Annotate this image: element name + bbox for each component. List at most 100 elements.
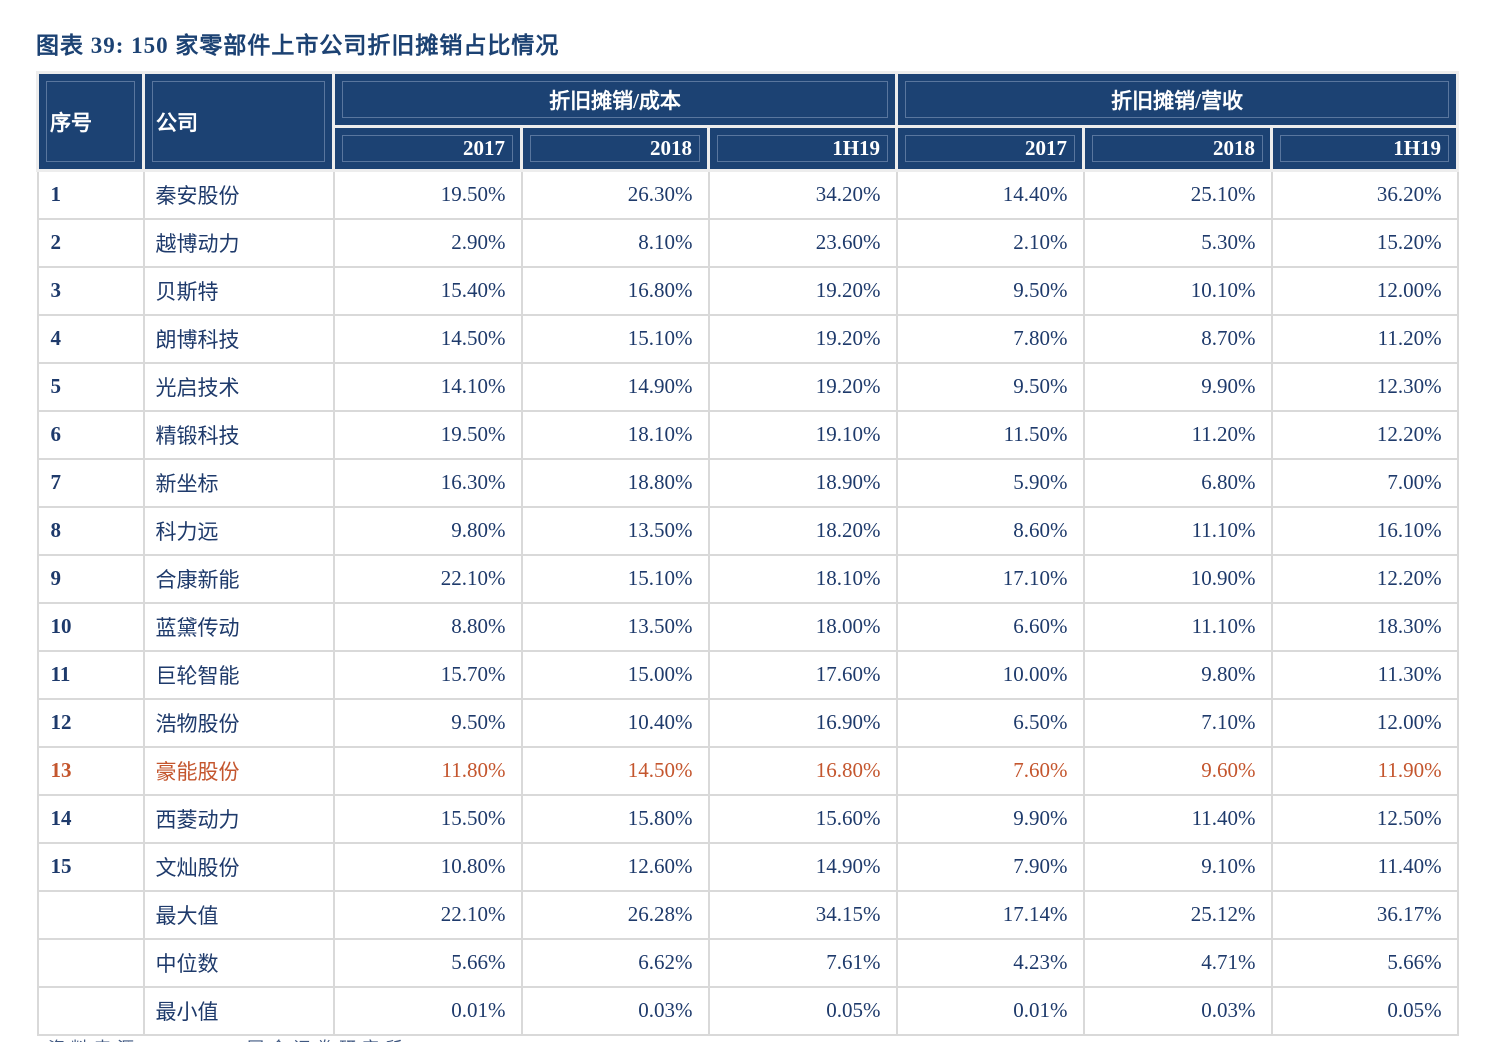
value-cell: 7.60% bbox=[895, 745, 1085, 796]
value-cell: 18.30% bbox=[1270, 601, 1459, 652]
header-company: 公司 bbox=[142, 71, 335, 172]
row-index-cell: 5 bbox=[36, 361, 145, 412]
table-row: 11 巨轮智能 15.70% 15.00% 17.60% 10.00% 9.80… bbox=[36, 649, 1459, 700]
value-cell: 11.50% bbox=[895, 409, 1085, 460]
value-cell: 12.20% bbox=[1270, 553, 1459, 604]
table-row: 12 浩物股份 9.50% 10.40% 16.90% 6.50% 7.10% … bbox=[36, 697, 1459, 748]
value-cell: 0.01% bbox=[895, 985, 1085, 1036]
value-cell: 8.60% bbox=[895, 505, 1085, 556]
value-cell: 12.30% bbox=[1270, 361, 1459, 412]
row-index-cell bbox=[36, 937, 145, 988]
value-cell: 4.71% bbox=[1082, 937, 1273, 988]
value-cell: 7.61% bbox=[707, 937, 898, 988]
value-cell: 13.50% bbox=[520, 505, 710, 556]
figure-title: 图表 39: 150 家零部件上市公司折旧摊销占比情况 bbox=[36, 33, 560, 58]
company-cell: 文灿股份 bbox=[142, 841, 335, 892]
value-cell: 15.40% bbox=[332, 265, 523, 316]
value-cell: 9.90% bbox=[1082, 361, 1273, 412]
value-cell: 9.50% bbox=[332, 697, 523, 748]
header-year-rev-2017: 2017 bbox=[895, 125, 1086, 172]
value-cell: 18.00% bbox=[707, 601, 898, 652]
value-cell: 5.30% bbox=[1082, 217, 1273, 268]
header-year-cost-2017: 2017 bbox=[332, 125, 523, 172]
value-cell: 6.62% bbox=[520, 937, 710, 988]
value-cell: 17.60% bbox=[707, 649, 898, 700]
table-row: 1 秦安股份 19.50% 26.30% 34.20% 14.40% 25.10… bbox=[36, 169, 1459, 220]
value-cell: 19.50% bbox=[332, 409, 523, 460]
table-row: 3 贝斯特 15.40% 16.80% 19.20% 9.50% 10.10% … bbox=[36, 265, 1459, 316]
value-cell: 7.80% bbox=[895, 313, 1085, 364]
value-cell: 9.60% bbox=[1082, 745, 1273, 796]
value-cell: 18.90% bbox=[707, 457, 898, 508]
table-row: 6 精锻科技 19.50% 18.10% 19.10% 11.50% 11.20… bbox=[36, 409, 1459, 460]
value-cell: 15.60% bbox=[707, 793, 898, 844]
company-cell: 蓝黛传动 bbox=[142, 601, 335, 652]
company-cell: 贝斯特 bbox=[142, 265, 335, 316]
value-cell: 19.20% bbox=[707, 361, 898, 412]
company-cell: 豪能股份 bbox=[142, 745, 335, 796]
value-cell: 12.20% bbox=[1270, 409, 1459, 460]
value-cell: 10.40% bbox=[520, 697, 710, 748]
value-cell: 10.10% bbox=[1082, 265, 1273, 316]
table-row: 5 光启技术 14.10% 14.90% 19.20% 9.50% 9.90% … bbox=[36, 361, 1459, 412]
value-cell: 11.20% bbox=[1270, 313, 1459, 364]
value-cell: 15.20% bbox=[1270, 217, 1459, 268]
row-index-cell: 3 bbox=[36, 265, 145, 316]
value-cell: 4.23% bbox=[895, 937, 1085, 988]
row-index-cell: 13 bbox=[36, 745, 145, 796]
value-cell: 11.40% bbox=[1082, 793, 1273, 844]
company-cell: 秦安股份 bbox=[142, 169, 335, 220]
value-cell: 14.50% bbox=[520, 745, 710, 796]
value-cell: 8.70% bbox=[1082, 313, 1273, 364]
value-cell: 0.05% bbox=[1270, 985, 1459, 1036]
table-row: 2 越博动力 2.90% 8.10% 23.60% 2.10% 5.30% 15… bbox=[36, 217, 1459, 268]
value-cell: 11.20% bbox=[1082, 409, 1273, 460]
company-cell: 新坐标 bbox=[142, 457, 335, 508]
value-cell: 23.60% bbox=[707, 217, 898, 268]
value-cell: 34.15% bbox=[707, 889, 898, 940]
value-cell: 17.14% bbox=[895, 889, 1085, 940]
value-cell: 15.10% bbox=[520, 553, 710, 604]
value-cell: 15.70% bbox=[332, 649, 523, 700]
company-cell: 最大值 bbox=[142, 889, 335, 940]
value-cell: 18.10% bbox=[707, 553, 898, 604]
value-cell: 10.00% bbox=[895, 649, 1085, 700]
row-index-cell: 4 bbox=[36, 313, 145, 364]
value-cell: 18.20% bbox=[707, 505, 898, 556]
value-cell: 0.03% bbox=[520, 985, 710, 1036]
value-cell: 26.30% bbox=[520, 169, 710, 220]
value-cell: 15.00% bbox=[520, 649, 710, 700]
value-cell: 0.01% bbox=[332, 985, 523, 1036]
value-cell: 18.10% bbox=[520, 409, 710, 460]
source-note-cropped: 资料来源：Wind，国金证券研究所 bbox=[48, 1038, 1490, 1042]
value-cell: 14.40% bbox=[895, 169, 1085, 220]
table-row: 最小值 0.01% 0.03% 0.05% 0.01% 0.03% 0.05% bbox=[36, 985, 1459, 1036]
value-cell: 7.00% bbox=[1270, 457, 1459, 508]
value-cell: 14.10% bbox=[332, 361, 523, 412]
table-row: 13 豪能股份 11.80% 14.50% 16.80% 7.60% 9.60%… bbox=[36, 745, 1459, 796]
table-row: 14 西菱动力 15.50% 15.80% 15.60% 9.90% 11.40… bbox=[36, 793, 1459, 844]
header-index: 序号 bbox=[36, 71, 145, 172]
value-cell: 12.50% bbox=[1270, 793, 1459, 844]
value-cell: 16.90% bbox=[707, 697, 898, 748]
header-group-revenue: 折旧摊销/营收 bbox=[895, 71, 1460, 128]
value-cell: 19.20% bbox=[707, 265, 898, 316]
da-ratio-table: 序号 公司 折旧摊销/成本 折旧摊销/营收 2017 2018 1H19 201… bbox=[36, 71, 1460, 1036]
value-cell: 10.80% bbox=[332, 841, 523, 892]
company-cell: 中位数 bbox=[142, 937, 335, 988]
value-cell: 17.10% bbox=[895, 553, 1085, 604]
table-body: 1 秦安股份 19.50% 26.30% 34.20% 14.40% 25.10… bbox=[36, 169, 1459, 1036]
table-header: 序号 公司 折旧摊销/成本 折旧摊销/营收 2017 2018 1H19 201… bbox=[36, 71, 1460, 172]
row-index-cell: 11 bbox=[36, 649, 145, 700]
value-cell: 2.10% bbox=[895, 217, 1085, 268]
value-cell: 19.10% bbox=[707, 409, 898, 460]
value-cell: 9.50% bbox=[895, 361, 1085, 412]
value-cell: 15.80% bbox=[520, 793, 710, 844]
company-cell: 朗博科技 bbox=[142, 313, 335, 364]
company-cell: 精锻科技 bbox=[142, 409, 335, 460]
table-row: 最大值 22.10% 26.28% 34.15% 17.14% 25.12% 3… bbox=[36, 889, 1459, 940]
value-cell: 7.90% bbox=[895, 841, 1085, 892]
row-index-cell bbox=[36, 889, 145, 940]
value-cell: 10.90% bbox=[1082, 553, 1273, 604]
